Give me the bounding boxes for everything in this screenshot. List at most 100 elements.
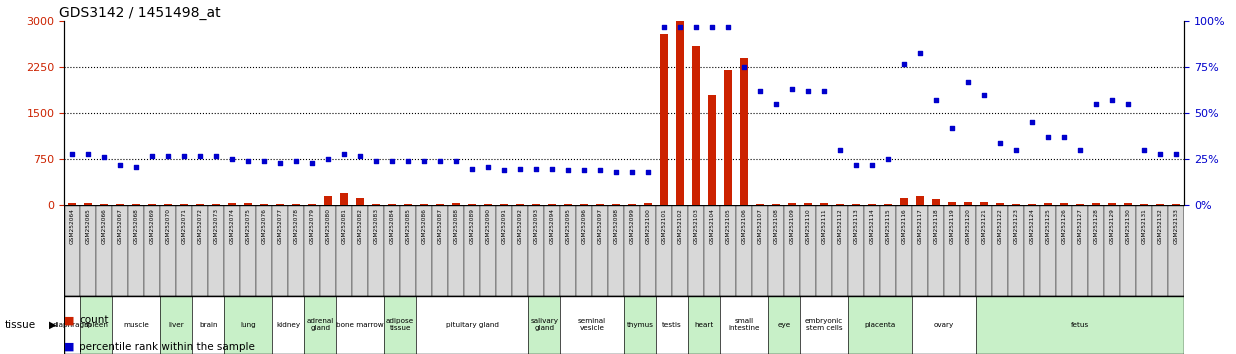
Text: GSM252120: GSM252120 [965,208,970,244]
Text: GSM252131: GSM252131 [1142,208,1147,244]
Point [158,153,178,159]
Text: GSM252069: GSM252069 [150,208,154,244]
Bar [612,204,620,205]
Bar [1136,205,1152,296]
Point [831,147,850,153]
Bar [368,205,384,296]
Bar [656,296,688,354]
Text: GSM252080: GSM252080 [326,208,331,244]
Bar [768,205,784,296]
Text: GSM252128: GSM252128 [1094,208,1099,244]
Bar [512,205,528,296]
Point [702,24,722,30]
Bar [1009,205,1025,296]
Bar [384,205,400,296]
Bar [932,199,941,205]
Point [670,24,690,30]
Bar [193,205,208,296]
Bar [868,204,876,205]
Text: GDS3142 / 1451498_at: GDS3142 / 1451498_at [58,6,220,20]
Point [1006,147,1026,153]
Point [990,140,1010,145]
Point [942,125,962,131]
Text: GSM252090: GSM252090 [486,208,491,244]
Bar [624,205,640,296]
Bar [433,205,449,296]
Point [654,24,674,30]
Bar [821,204,828,205]
Bar [320,205,336,296]
Bar [644,203,653,205]
Bar [164,204,172,205]
Bar [129,205,145,296]
Point [494,167,514,173]
Bar [705,205,721,296]
Text: fetus: fetus [1070,322,1089,328]
Bar [245,204,252,205]
Point [446,158,466,164]
Point [958,79,978,85]
Bar [213,204,220,205]
Bar [964,202,973,205]
Point [1022,120,1042,125]
Point [94,155,114,160]
Bar [276,204,284,205]
Text: GSM252086: GSM252086 [421,208,426,244]
Point [382,158,402,164]
Bar [112,205,129,296]
Text: spleen: spleen [84,322,109,328]
Bar [864,205,880,296]
Bar [468,204,476,205]
Point [1167,151,1187,156]
Text: GSM252114: GSM252114 [870,208,875,244]
Bar [352,205,368,296]
Bar [1120,205,1136,296]
Bar [688,205,705,296]
Bar [452,204,460,205]
Bar [145,205,161,296]
Text: GSM252113: GSM252113 [854,208,859,244]
Bar [177,205,193,296]
Bar [112,296,161,354]
Text: GSM252118: GSM252118 [933,208,938,244]
Point [1038,135,1058,140]
Text: GSM252085: GSM252085 [405,208,410,244]
Point [895,61,915,67]
Bar [417,296,528,354]
Text: GSM252108: GSM252108 [774,208,779,244]
Text: salivary
gland: salivary gland [530,318,559,331]
Bar [753,205,768,296]
Bar [324,196,332,205]
Point [78,151,98,156]
Text: GSM252096: GSM252096 [582,208,587,244]
Bar [1060,204,1068,205]
Point [543,166,562,171]
Bar [1072,205,1088,296]
Bar [993,205,1009,296]
Bar [336,205,352,296]
Text: ■: ■ [64,342,74,352]
Text: brain: brain [199,322,218,328]
Point [222,156,242,162]
Bar [576,205,592,296]
Point [350,153,370,159]
Bar [1172,204,1180,205]
Bar [496,205,512,296]
Bar [928,205,944,296]
Point [271,160,290,166]
Bar [116,204,125,205]
Bar [336,296,384,354]
Bar [708,95,716,205]
Point [815,88,834,94]
Bar [1124,204,1132,205]
Point [190,153,210,159]
Text: heart: heart [695,322,714,328]
Point [478,164,498,170]
Text: GSM252071: GSM252071 [182,208,187,244]
Bar [1109,204,1116,205]
Bar [592,205,608,296]
Point [287,158,307,164]
Text: muscle: muscle [124,322,150,328]
Point [303,160,323,166]
Bar [672,205,688,296]
